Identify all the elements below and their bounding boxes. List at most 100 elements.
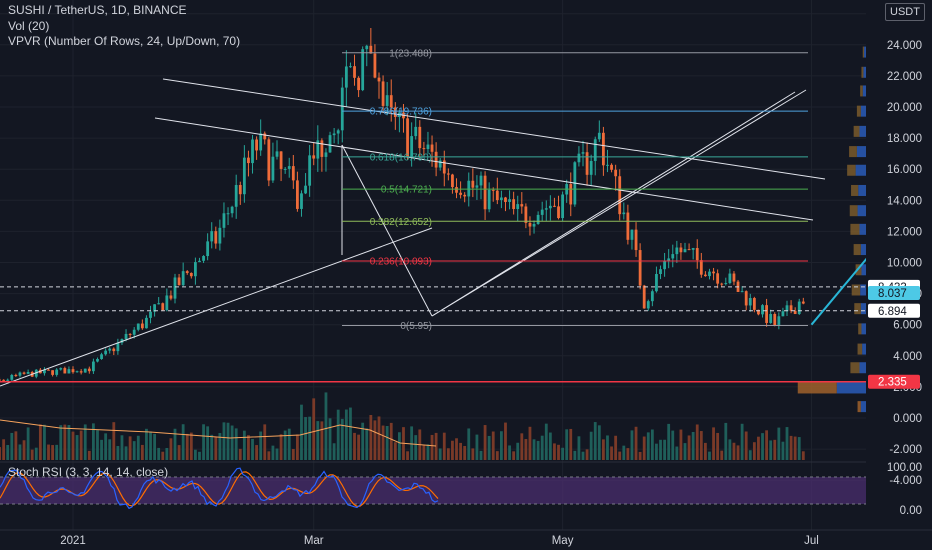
candle-body <box>740 291 744 293</box>
volume-bar <box>10 432 14 460</box>
stoch-k-line <box>0 467 439 510</box>
candle-body <box>226 213 230 215</box>
currency-selector[interactable]: USDT <box>885 3 925 21</box>
price-label-box <box>868 374 920 389</box>
candle-body <box>504 197 507 202</box>
candle-body <box>785 305 789 312</box>
candle-body <box>491 189 495 191</box>
candle-body <box>418 126 422 149</box>
vpvr-down-bar <box>853 125 860 137</box>
candle-body <box>214 231 218 244</box>
volume-bar <box>79 430 83 460</box>
candle-body <box>438 160 442 168</box>
candle-body <box>251 139 254 164</box>
volume-bar <box>149 431 152 460</box>
vpvr-indicator-label[interactable]: VPVR (Number Of Rows, 24, Up/Down, 70) <box>8 34 241 48</box>
candle-body <box>752 298 756 310</box>
candle-body <box>385 95 389 106</box>
volume-bar <box>96 430 99 460</box>
chart-grid <box>0 0 866 530</box>
volume-bar <box>516 442 520 460</box>
candle-body <box>43 369 46 374</box>
volume-bar <box>100 439 103 460</box>
volume-bar <box>128 436 132 460</box>
volume-bar <box>140 444 144 460</box>
candle-body <box>153 304 156 312</box>
vpvr-down-bar <box>860 85 863 97</box>
price-tick-label: 6.000 <box>893 320 922 332</box>
candle-body <box>797 301 801 315</box>
volume-bar <box>51 445 54 460</box>
volume-bar <box>565 429 569 460</box>
candle-body <box>140 323 144 329</box>
volume-bar <box>561 447 564 460</box>
candle-body <box>475 185 479 188</box>
candle-body <box>304 185 307 194</box>
candle-body <box>679 247 683 253</box>
stoch-rsi-label[interactable]: Stoch RSI (3, 3, 14, 14, close) <box>8 465 169 479</box>
vpvr-down-bar <box>851 184 859 196</box>
volume-bar <box>136 435 140 460</box>
candle-body <box>357 77 360 91</box>
candle-body <box>434 151 438 168</box>
candle-body <box>557 206 560 219</box>
candle-body <box>75 371 79 373</box>
symbol-title[interactable]: SUSHI / TetherUS, 1D, BINANCE <box>8 3 187 17</box>
volume-bar <box>247 435 250 460</box>
candle-body <box>699 260 703 275</box>
candle-body <box>516 204 520 209</box>
volume-bar <box>736 445 740 460</box>
vpvr-down-bar <box>854 303 861 315</box>
fib-level-label: 0.382(12.652) <box>370 217 432 228</box>
volume-bar <box>720 450 724 460</box>
volume-indicator-label[interactable]: Vol (20) <box>8 18 50 33</box>
candle-body <box>324 152 328 157</box>
vpvr-up-bar <box>859 362 866 374</box>
time-tick-label: Mar <box>304 535 324 547</box>
candle-body <box>71 369 75 373</box>
volume-bar <box>169 438 173 460</box>
candle-body <box>336 130 340 134</box>
stoch-tick-label: 100.00 <box>887 462 922 474</box>
candle-body <box>687 249 691 251</box>
candle-body <box>675 247 679 255</box>
candle-body <box>602 132 605 166</box>
volume-bar <box>263 424 267 460</box>
candle-body <box>169 295 173 299</box>
candle-body <box>51 370 54 375</box>
time-tick-label: Jul <box>804 535 819 547</box>
candle-body <box>410 136 414 157</box>
volume-bar <box>483 425 487 460</box>
volume-bar <box>214 437 218 460</box>
candle-body <box>716 273 720 284</box>
candle-body <box>316 140 320 159</box>
candle-body <box>112 348 116 352</box>
vpvr-up-bar <box>860 284 866 296</box>
volume-bar <box>765 430 768 460</box>
volume-bar <box>671 430 675 460</box>
volume-bar <box>451 440 454 460</box>
volume-bar <box>181 424 185 460</box>
vpvr-up-bar <box>856 146 866 158</box>
candle-body <box>87 368 91 372</box>
candle-body <box>724 283 728 285</box>
volume-bar <box>716 432 720 460</box>
candle-body <box>659 269 662 275</box>
candle-body <box>320 140 324 157</box>
candle-body <box>520 204 524 207</box>
candle-body <box>789 305 793 311</box>
volume-bar <box>202 424 205 460</box>
candle-body <box>100 354 103 359</box>
time-tick-label: 2021 <box>60 535 86 547</box>
volume-bar <box>153 433 156 460</box>
vpvr-up-bar <box>860 303 866 315</box>
volume-bar <box>597 425 601 460</box>
volume-bar <box>291 448 295 460</box>
candle-body <box>524 206 528 223</box>
volume-bar <box>585 449 589 460</box>
volume-bar <box>781 441 785 460</box>
volume-bar <box>438 448 442 460</box>
volume-bar <box>26 427 30 460</box>
candle-body <box>712 271 715 274</box>
